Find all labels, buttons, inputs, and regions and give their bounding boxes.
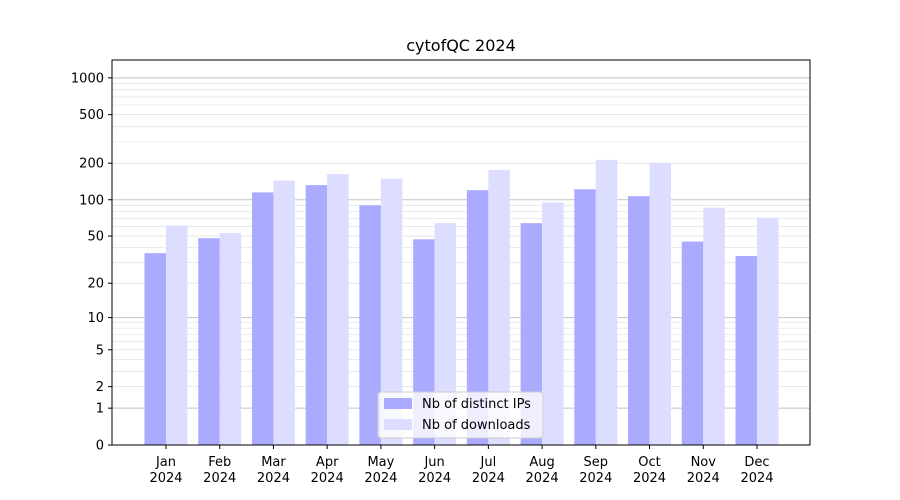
x-tick-label-year: 2024: [472, 471, 505, 486]
y-tick-label: 100: [79, 193, 104, 208]
x-tick-label-month: Mar: [261, 455, 286, 470]
x-tick-label-month: Jun: [423, 455, 444, 470]
x-tick-label-month: Sep: [584, 455, 609, 470]
x-tick-label-year: 2024: [149, 471, 182, 486]
bar-distinct-ips-oct: [628, 196, 650, 445]
y-tick-label: 500: [79, 108, 104, 123]
bar-downloads-may: [380, 178, 403, 445]
x-tick-label-month: May: [367, 455, 394, 470]
x-axis: Jan2024Feb2024Mar2024Apr2024May2024Jun20…: [149, 445, 774, 486]
chart-title: cytofQC 2024: [406, 36, 516, 55]
x-tick-label-year: 2024: [740, 471, 773, 486]
y-tick-label: 1: [96, 402, 104, 417]
x-tick-label-year: 2024: [311, 471, 344, 486]
x-tick-label-month: Feb: [208, 455, 231, 470]
y-tick-label: 200: [79, 157, 104, 172]
bar-downloads-feb: [219, 233, 242, 445]
bar-distinct-ips-aug: [520, 223, 543, 445]
bar-downloads-sep: [595, 159, 618, 445]
bar-downloads-apr: [327, 173, 349, 445]
bar-downloads-jun: [434, 223, 457, 445]
x-tick-label-month: Jan: [155, 455, 176, 470]
y-axis: 0 1 2 5 10 20 50 100 200 500 1000: [71, 71, 112, 454]
y-tick-label: 20: [87, 277, 104, 292]
bar-downloads-dec: [757, 217, 779, 445]
x-tick-label-month: Oct: [638, 455, 660, 470]
plot-frame: [111, 59, 811, 446]
y-tick-label: 1000: [71, 71, 104, 86]
legend-swatch: [384, 419, 412, 430]
bar-distinct-ips-may: [359, 205, 381, 445]
bar-downloads-jan: [166, 225, 188, 445]
x-tick-label-year: 2024: [526, 471, 559, 486]
x-tick-label-month: Dec: [744, 455, 769, 470]
bar-downloads-nov: [703, 207, 725, 445]
x-tick-label-month: Aug: [529, 455, 554, 470]
bar-distinct-ips-apr: [305, 185, 328, 446]
y-tick-label: 2: [96, 380, 104, 395]
bar-downloads-oct: [649, 163, 672, 445]
x-tick-label-year: 2024: [257, 471, 290, 486]
x-tick-label-year: 2024: [633, 471, 666, 486]
legend-box: [377, 391, 544, 439]
x-tick-label-month: Apr: [316, 455, 339, 470]
bar-distinct-ips-mar: [251, 192, 274, 445]
legend-swatch: [384, 398, 412, 409]
bar-distinct-ips-jul: [466, 190, 489, 445]
y-tick-label: 0: [96, 439, 104, 454]
legend-label: Nb of distinct IPs: [422, 397, 531, 412]
x-tick-label-year: 2024: [687, 471, 720, 486]
x-tick-label-month: Nov: [691, 455, 717, 470]
bar-downloads-jul: [488, 169, 510, 445]
y-tick-label: 10: [87, 311, 104, 326]
legend-label: Nb of downloads: [422, 418, 531, 433]
bar-distinct-ips-dec: [735, 256, 757, 445]
y-tick-label: 5: [96, 343, 104, 358]
legend[interactable]: Nb of distinct IPs Nb of downloads: [377, 391, 544, 439]
y-tick-label: 50: [87, 230, 104, 245]
bar-downloads-mar: [273, 180, 295, 445]
x-tick-label-month: Jul: [480, 455, 497, 470]
x-tick-label-year: 2024: [579, 471, 612, 486]
x-tick-label-year: 2024: [364, 471, 397, 486]
bar-distinct-ips-nov: [681, 241, 704, 445]
x-tick-label-year: 2024: [203, 471, 236, 486]
bar-distinct-ips-jan: [144, 253, 166, 445]
bar-downloads-aug: [542, 202, 564, 445]
x-tick-label-year: 2024: [418, 471, 451, 486]
bar-distinct-ips-sep: [574, 189, 596, 445]
bar-distinct-ips-feb: [198, 238, 220, 445]
